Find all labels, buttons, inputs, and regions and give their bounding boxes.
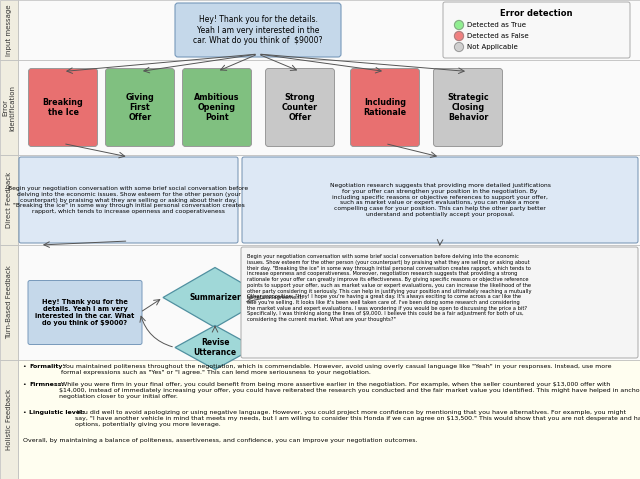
FancyBboxPatch shape	[351, 68, 419, 147]
Text: •: •	[23, 382, 29, 387]
Text: Strong
Counter
Offer: Strong Counter Offer	[282, 92, 318, 123]
Text: Detected as True: Detected as True	[467, 22, 526, 28]
FancyBboxPatch shape	[175, 3, 341, 57]
Text: •: •	[23, 410, 29, 415]
Text: Direct Feedback: Direct Feedback	[6, 172, 12, 228]
FancyBboxPatch shape	[0, 245, 18, 360]
FancyBboxPatch shape	[29, 68, 97, 147]
Text: Giving
First
Offer: Giving First Offer	[125, 92, 154, 123]
Text: Detected as False: Detected as False	[467, 33, 529, 39]
Text: Strategic
Closing
Behavior: Strategic Closing Behavior	[447, 92, 489, 123]
FancyBboxPatch shape	[106, 68, 175, 147]
Text: Holistic Feedback: Holistic Feedback	[6, 389, 12, 450]
FancyBboxPatch shape	[0, 60, 18, 155]
FancyBboxPatch shape	[0, 360, 18, 479]
Text: Not Applicable: Not Applicable	[467, 44, 518, 50]
Text: Formality:: Formality:	[29, 364, 65, 369]
Text: Error
Identification: Error Identification	[3, 84, 15, 130]
FancyBboxPatch shape	[18, 0, 640, 60]
FancyBboxPatch shape	[18, 360, 640, 479]
Text: Breaking
the Ice: Breaking the Ice	[43, 98, 83, 117]
Circle shape	[454, 21, 463, 30]
Text: Negotiation research suggests that providing more detailed justifications
for yo: Negotiation research suggests that provi…	[330, 183, 550, 217]
FancyBboxPatch shape	[18, 155, 640, 245]
FancyBboxPatch shape	[0, 155, 18, 245]
Text: Begin your negotiation conversation with some brief social conversation before
d: Begin your negotiation conversation with…	[8, 186, 248, 214]
FancyBboxPatch shape	[0, 0, 18, 60]
Text: Revise
Utterance: Revise Utterance	[193, 338, 237, 357]
FancyBboxPatch shape	[433, 68, 502, 147]
Text: Hey! Thank you for the details.
Yeah I am very interested in the
car. What do yo: Hey! Thank you for the details. Yeah I a…	[193, 15, 323, 45]
Polygon shape	[163, 267, 267, 328]
Text: Error detection: Error detection	[500, 9, 573, 18]
Text: You maintained politeness throughout the negotiation, which is commendable. Howe: You maintained politeness throughout the…	[61, 364, 611, 375]
Circle shape	[454, 43, 463, 52]
FancyBboxPatch shape	[18, 60, 640, 155]
FancyBboxPatch shape	[266, 68, 335, 147]
FancyBboxPatch shape	[182, 68, 252, 147]
Circle shape	[454, 32, 463, 41]
Text: While you were firm in your final offer, you could benefit from being more asser: While you were firm in your final offer,…	[59, 382, 640, 399]
Text: Turn-Based Feedback: Turn-Based Feedback	[6, 265, 12, 340]
FancyBboxPatch shape	[242, 157, 638, 243]
Text: •: •	[23, 364, 29, 369]
Text: Other proposition: "Hey! I hope you're having a great day. It's always exciting : Other proposition: "Hey! I hope you're h…	[247, 294, 527, 322]
FancyBboxPatch shape	[18, 245, 640, 360]
FancyBboxPatch shape	[28, 281, 142, 344]
Text: Summarizer: Summarizer	[189, 293, 241, 302]
Text: Hey! Thank you for the
details. Yeah I am very
interested in the car. What
do yo: Hey! Thank you for the details. Yeah I a…	[35, 299, 134, 326]
FancyBboxPatch shape	[19, 157, 238, 243]
Text: Linguistic level:: Linguistic level:	[29, 410, 85, 415]
FancyBboxPatch shape	[241, 247, 638, 358]
Text: You did well to avoid apologizing or using negative language. However, you could: You did well to avoid apologizing or usi…	[75, 410, 640, 427]
Text: Ambitious
Opening
Point: Ambitious Opening Point	[195, 92, 240, 123]
Text: Begin your negotiation conversation with some brief social conversation before d: Begin your negotiation conversation with…	[247, 254, 531, 299]
FancyBboxPatch shape	[443, 2, 630, 58]
Polygon shape	[175, 326, 255, 369]
Text: Overall, by maintaining a balance of politeness, assertiveness, and confidence, : Overall, by maintaining a balance of pol…	[23, 438, 417, 443]
Text: Firmness:: Firmness:	[29, 382, 64, 387]
Text: Including
Rationale: Including Rationale	[364, 98, 406, 117]
Text: Input message: Input message	[6, 4, 12, 56]
